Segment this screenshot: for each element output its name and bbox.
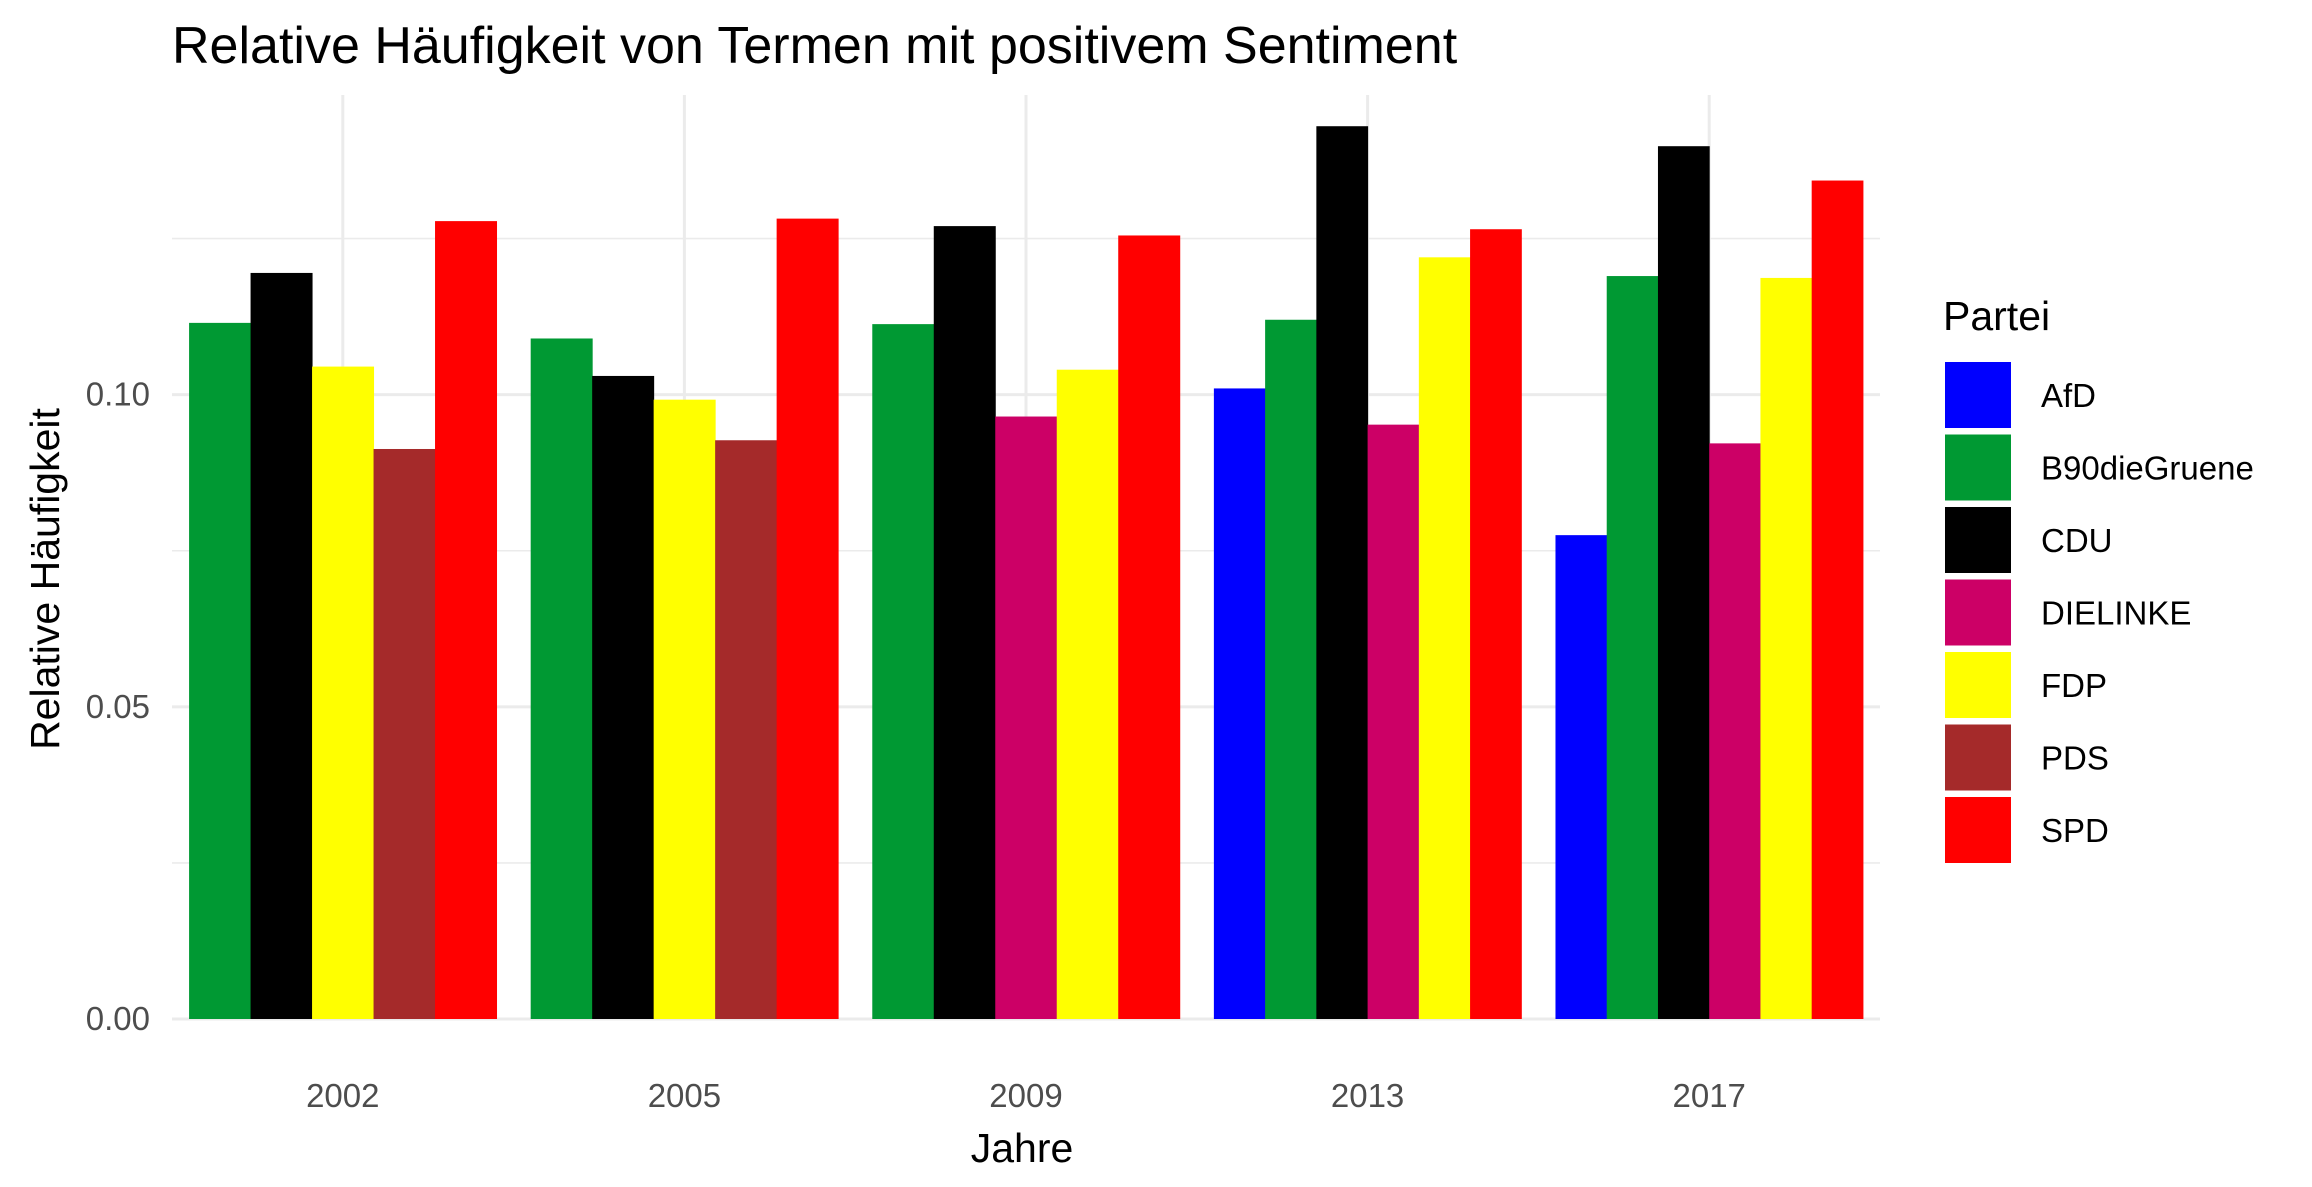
y-tick-label: 0.10 [86, 376, 150, 413]
bar-spd-2005 [776, 218, 839, 1019]
legend-label-pds: PDS [2041, 740, 2109, 777]
x-tick-label: 2013 [1331, 1077, 1404, 1114]
bar-fdp-2005 [653, 399, 716, 1019]
bar-spd-2013 [1470, 229, 1522, 1019]
legend-swatch-b90diegruene [1945, 434, 2011, 501]
y-tick-labels: 0.00 0.05 0.10 [86, 376, 150, 1037]
bar-b90diegruene-2002 [189, 322, 252, 1019]
legend-label-fdp: FDP [2041, 667, 2107, 704]
x-tick-label: 2002 [306, 1077, 379, 1114]
bar-pds-2005 [715, 440, 778, 1019]
legend-label-afd: AfD [2041, 377, 2096, 414]
legend: AfD B90dieGruene CDU DIELINKE FDP PDS SPD [1945, 362, 2254, 863]
bar-afd-2013 [1213, 388, 1266, 1019]
legend-label-spd: SPD [2041, 812, 2109, 849]
x-tick-label: 2017 [1672, 1077, 1745, 1114]
legend-label-dielinke: DIELINKE [2041, 595, 2191, 632]
bar-fdp-2009 [1056, 369, 1119, 1019]
bar-spd-2002 [435, 221, 498, 1019]
y-axis-title: Relative Häufigkeit [22, 407, 68, 749]
bar-cdu-2017 [1657, 146, 1710, 1020]
bar-b90diegruene-2017 [1606, 276, 1659, 1019]
bar-b90diegruene-2013 [1265, 319, 1317, 1020]
bar-cdu-2009 [933, 226, 996, 1020]
bar-dielinke-2013 [1367, 424, 1420, 1019]
bar-dielinke-2009 [995, 416, 1058, 1019]
chart-title: Relative Häufigkeit von Termen mit posit… [172, 17, 1458, 75]
legend-swatch-pds [1945, 724, 2011, 791]
legend-title: Partei [1943, 293, 2050, 339]
bar-pds-2002 [373, 448, 436, 1019]
y-tick-label: 0.05 [86, 688, 150, 725]
x-tick-label: 2005 [648, 1077, 721, 1114]
bar-cdu-2005 [592, 375, 655, 1020]
bar-cdu-2013 [1316, 126, 1369, 1020]
legend-label-b90diegruene: B90dieGruene [2041, 450, 2254, 487]
bar-fdp-2017 [1760, 277, 1813, 1020]
legend-swatch-afd [1945, 362, 2011, 428]
x-tick-labels: 2002 2005 2009 2013 2017 [306, 1077, 1746, 1114]
x-axis-title: Jahre [971, 1125, 1074, 1171]
bar-b90diegruene-2005 [530, 338, 593, 1020]
legend-swatch-cdu [1945, 507, 2011, 573]
bar-cdu-2002 [250, 272, 313, 1019]
bar-spd-2009 [1118, 235, 1181, 1020]
bar-dielinke-2017 [1709, 443, 1761, 1019]
legend-swatch-fdp [1945, 652, 2011, 718]
legend-swatch-dielinke [1945, 579, 2011, 646]
legend-label-cdu: CDU [2041, 522, 2113, 559]
bar-fdp-2013 [1418, 257, 1471, 1019]
bar-b90diegruene-2009 [872, 324, 935, 1019]
bar-afd-2017 [1555, 535, 1608, 1019]
bar-fdp-2002 [312, 366, 375, 1020]
y-tick-label: 0.00 [86, 1000, 150, 1037]
bar-spd-2017 [1811, 180, 1864, 1020]
bars [189, 126, 1864, 1020]
x-tick-label: 2009 [989, 1077, 1062, 1114]
legend-swatch-spd [1945, 797, 2011, 863]
